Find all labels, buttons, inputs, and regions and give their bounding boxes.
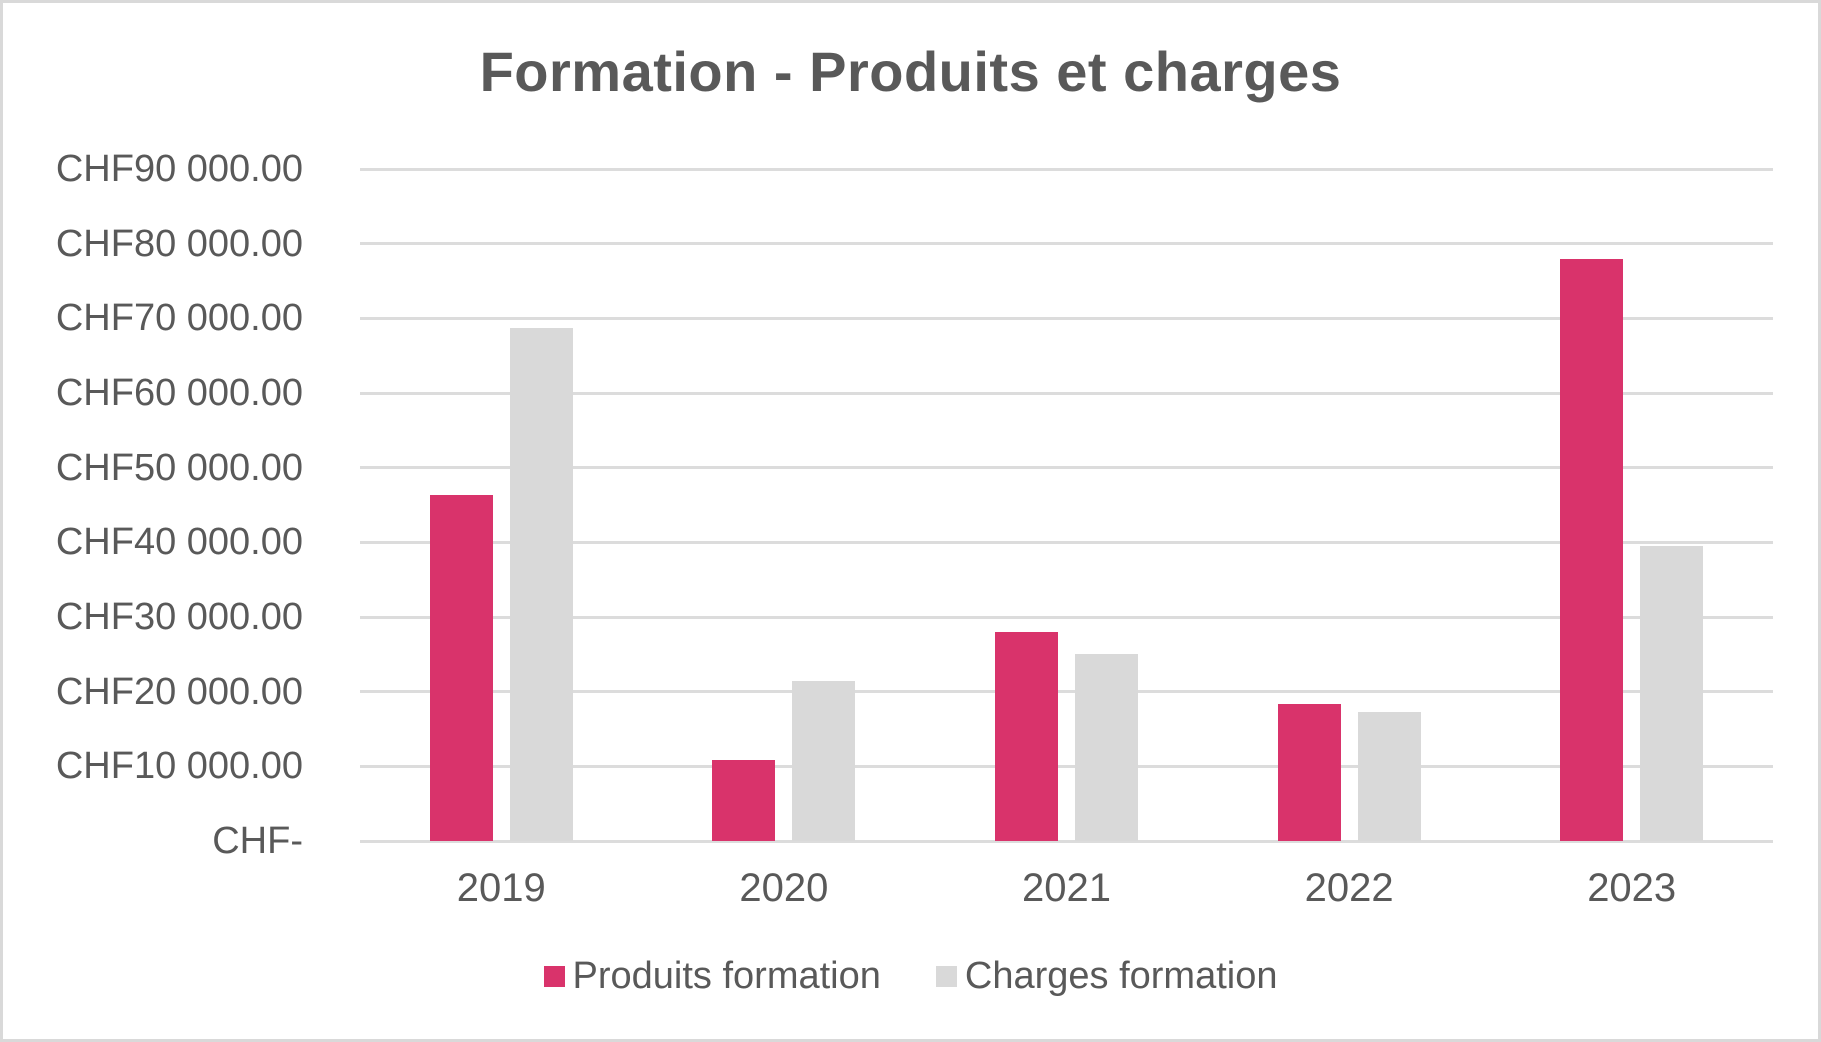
- y-axis-tick-label: CHF60 000.00: [55, 372, 303, 414]
- bar-charges-2019: [509, 328, 573, 841]
- bar-charges-2022: [1357, 711, 1421, 841]
- x-axis-label: 2020: [739, 866, 829, 910]
- y-axis-tick-label: CHF70 000.00: [55, 297, 303, 340]
- gridline: [360, 540, 1773, 544]
- bar-produits-2020: [712, 759, 776, 841]
- legend-label: Produits formation: [572, 955, 881, 997]
- bar-charges-2020: [792, 681, 856, 841]
- x-axis-label: 2021: [1022, 866, 1111, 910]
- gridline: [360, 167, 1773, 171]
- bar-charges-2021: [1075, 653, 1138, 841]
- plot-area: [360, 167, 1773, 843]
- y-axis-tick-label: CHF50 000.00: [55, 446, 303, 489]
- y-axis-tick-label: CHF-: [212, 820, 303, 862]
- gridline: [360, 316, 1773, 320]
- chart-title: Formation - Produits et charges: [479, 40, 1342, 103]
- bar-produits-2022: [1277, 703, 1341, 841]
- x-axis-label: 2019: [456, 866, 546, 910]
- gridline: [360, 764, 1773, 768]
- legend-item-charges: Charges formation: [935, 955, 1278, 998]
- gridline: [360, 839, 1773, 843]
- legend-item-produits: Produits formation: [543, 955, 881, 998]
- bar-charges-2023: [1640, 546, 1704, 841]
- legend-swatch-charges: [935, 966, 957, 987]
- bar-produits-2019: [429, 494, 493, 841]
- gridline: [360, 391, 1773, 395]
- legend: Produits formation Charges formation: [3, 955, 1818, 998]
- gridline: [360, 466, 1773, 470]
- y-axis-tick-label: CHF90 000.00: [55, 148, 303, 190]
- legend-label: Charges formation: [964, 955, 1278, 997]
- y-axis-tick-label: CHF20 000.00: [55, 670, 303, 713]
- gridline: [360, 242, 1773, 246]
- y-axis-tick-label: CHF30 000.00: [55, 596, 303, 638]
- legend-swatch-produits: [543, 966, 565, 987]
- x-axis-label: 2023: [1587, 866, 1677, 910]
- y-axis-tick-label: CHF40 000.00: [55, 521, 303, 564]
- gridline: [360, 690, 1773, 694]
- gridline: [360, 615, 1773, 619]
- bar-produits-2021: [995, 631, 1058, 841]
- y-axis-tick-label: CHF10 000.00: [55, 745, 303, 788]
- x-axis-label: 2022: [1304, 866, 1394, 910]
- bar-produits-2023: [1560, 258, 1624, 841]
- y-axis-tick-label: CHF80 000.00: [55, 222, 303, 265]
